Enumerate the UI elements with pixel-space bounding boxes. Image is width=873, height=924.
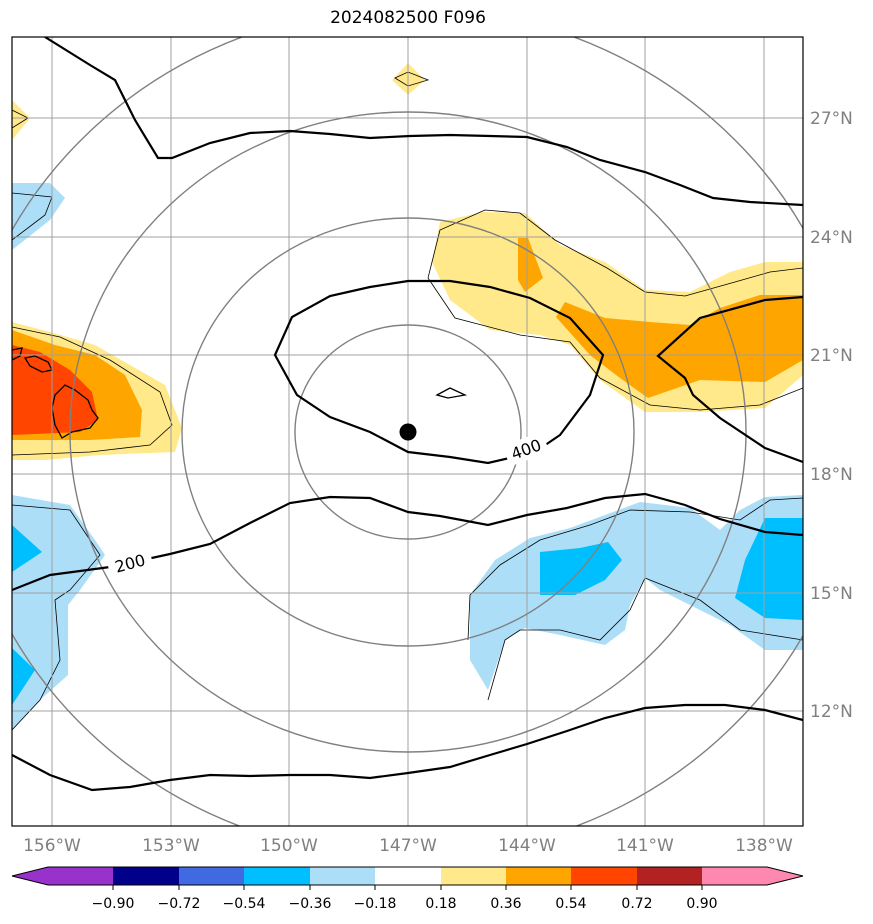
contour-label: 200 [113,550,147,576]
longitude-tick-label: 150°W [260,836,318,856]
colorbar-tick-label: −0.72 [158,896,201,912]
latitude-tick-label: 12°N [810,702,853,722]
colorbar-segment [375,867,441,885]
latitude-tick-label: 24°N [810,228,853,248]
storm-center-dot [399,423,417,441]
range-ring [69,111,747,753]
island-coastline [12,347,23,361]
latitude-tick-label: 27°N [810,109,853,129]
height-contour [656,295,803,464]
latitude-tick-label: 18°N [810,465,853,485]
colorbar-segment [179,867,244,885]
longitude-tick-label: 153°W [142,836,200,856]
colorbar-tick-label: −0.18 [354,896,397,912]
latitude-tick-label: 21°N [810,346,853,366]
colorbar-tick-label: −0.54 [223,896,266,912]
colorbar-segment [441,867,506,885]
colorbar-segment [571,867,637,885]
colorbar-segment [113,867,179,885]
colorbar-segment [506,867,571,885]
positive-anomaly-region [12,100,30,140]
colorbar-segment [244,867,310,885]
colorbar: −0.90 −0.72 −0.54 −0.36 −0.18 0.18 0.36 … [11,866,804,912]
anomaly-outline-layer [12,71,803,731]
range-ring-layer [12,37,803,826]
longitude-tick-label: 147°W [379,836,437,856]
colorbar-segment [310,867,375,885]
latitude-tick-label: 15°N [810,584,853,604]
map-area: 200 400 [12,37,803,826]
longitude-axis: 156°W 153°W 150°W 147°W 144°W 141°W 138°… [23,836,793,856]
height-contour [273,279,605,465]
contour-label: 400 [509,435,544,463]
colorbar-segment [637,867,702,885]
positive-anomaly-region [556,295,803,398]
map-title: 2024082500 F096 [330,8,486,28]
colorbar-tick-label: 0.36 [490,896,521,912]
colorbar-tick-label: 0.18 [425,896,456,912]
latitude-axis: 27°N 24°N 21°N 18°N 15°N 12°N [810,109,853,722]
negative-anomaly-region [12,648,35,705]
island-coastline [435,387,468,399]
height-contour-layer [12,37,803,792]
negative-anomaly-region [12,495,105,730]
longitude-tick-label: 138°W [735,836,793,856]
colorbar-tick-label: 0.72 [621,896,652,912]
colorbar-tick-label: −0.90 [92,896,135,912]
negative-anomaly-region [12,525,42,572]
contour-label-layer: 200 400 [105,431,550,580]
colorbar-segment [12,867,113,885]
positive-anomaly-region [518,238,543,292]
colorbar-segment [702,867,803,885]
negative-anomaly-region [735,518,803,620]
range-ring [294,324,522,540]
longitude-tick-label: 156°W [23,836,81,856]
longitude-tick-label: 141°W [616,836,674,856]
negative-anomaly-region [540,542,622,595]
map-frame [11,36,804,827]
height-contour [44,37,803,207]
colorbar-tick-label: −0.36 [289,896,332,912]
colorbar-tick-label: 0.54 [555,896,586,912]
colorbar-tick-label: 0.90 [686,896,717,912]
range-ring [181,217,635,647]
height-contour [12,492,803,592]
height-contour [12,703,803,792]
longitude-tick-label: 144°W [498,836,556,856]
